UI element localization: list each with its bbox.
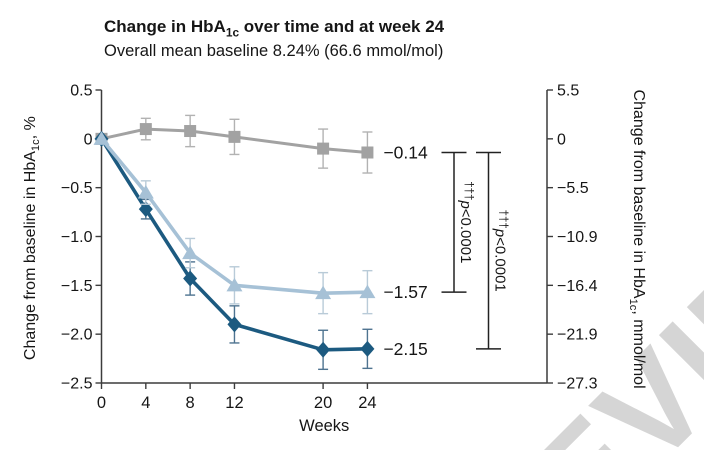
series-diamonds-line xyxy=(99,137,368,352)
series-diamonds-end-label: −2.15 xyxy=(383,339,427,359)
right-axis-tick-label: −5.5 xyxy=(557,180,589,197)
series-squares-marker xyxy=(139,123,152,136)
right-axis-tick-label: −16.4 xyxy=(557,278,598,295)
x-axis-tick-label: 4 xyxy=(141,394,150,412)
right-axis-title-unit: , mmol/mol xyxy=(630,310,648,389)
chart-title-text: Change in HbA xyxy=(104,17,226,36)
left-axis-tick-label: 0 xyxy=(84,131,93,148)
left-axis-tick-label: −1.0 xyxy=(61,229,93,246)
series-diamonds-marker xyxy=(316,341,331,358)
x-axis-tick-label: 20 xyxy=(314,394,332,412)
series-triangles-end-label: −1.57 xyxy=(383,282,427,302)
x-axis-tick-label: 12 xyxy=(225,394,243,412)
right-axis-tick-label: −10.9 xyxy=(557,229,598,246)
series-triangles-marker xyxy=(93,131,110,145)
chart-title: Change in HbA1c over time and at week 24 xyxy=(104,17,444,39)
left-axis-title-text: Change from baseline in HbA xyxy=(21,151,39,361)
left-axis-tick-label: −1.5 xyxy=(61,278,93,295)
series-squares-marker xyxy=(184,125,197,138)
chart-title-text-2: over time and at week 24 xyxy=(239,17,445,36)
chart-subtitle: Overall mean baseline 8.24% (66.6 mmol/m… xyxy=(104,42,444,60)
series-diamonds-marker xyxy=(183,270,198,287)
p-value-annotation: †††p<0.0001 xyxy=(457,181,474,263)
series-diamonds-marker xyxy=(227,316,242,333)
x-axis-tick-label: 0 xyxy=(97,394,106,412)
right-axis-title: Change from baseline in HbA1c, mmol/mol xyxy=(627,54,647,424)
left-axis-title-subscript: 1c xyxy=(30,139,43,152)
right-axis-title-text: Change from baseline in HbA xyxy=(630,89,648,299)
series-triangles-marker xyxy=(226,277,243,292)
series-squares-line xyxy=(101,127,368,155)
left-axis-tick-label: −2.5 xyxy=(61,376,93,393)
series-triangles-marker xyxy=(137,185,154,199)
p-value-annotation: †††p<0.0001 xyxy=(492,210,509,292)
series-triangles-marker xyxy=(315,285,332,300)
left-axis-title: Change from baseline in HbA1c, % xyxy=(22,88,42,388)
series-squares-marker xyxy=(361,146,374,159)
series-squares-marker xyxy=(317,142,330,155)
left-axis-tick-label: −2.0 xyxy=(61,327,93,344)
right-axis-tick-label: 0 xyxy=(557,131,566,148)
series-triangles-line xyxy=(100,137,368,295)
series-squares-marker xyxy=(228,130,241,143)
series-diamonds-marker xyxy=(138,201,153,218)
x-axis-label: Weeks xyxy=(299,417,349,435)
left-axis-title-unit: , % xyxy=(21,116,39,140)
series-diamonds-marker xyxy=(360,340,375,357)
x-axis-tick-label: 24 xyxy=(358,394,376,412)
series-squares-end-label: −0.14 xyxy=(383,143,428,163)
left-axis-tick-label: −0.5 xyxy=(61,180,93,197)
chart-title-subscript: 1c xyxy=(225,25,240,40)
right-axis-tick-label: −27.3 xyxy=(557,376,598,393)
right-axis-tick-label: 5.5 xyxy=(557,83,579,100)
series-triangles-marker xyxy=(359,284,376,299)
right-axis-tick-label: −21.9 xyxy=(557,327,598,344)
left-axis-tick-label: 0.5 xyxy=(70,83,92,100)
series-triangles-marker xyxy=(182,245,199,260)
right-axis-title-subscript: 1c xyxy=(626,298,639,311)
x-axis-tick-label: 8 xyxy=(186,394,195,412)
